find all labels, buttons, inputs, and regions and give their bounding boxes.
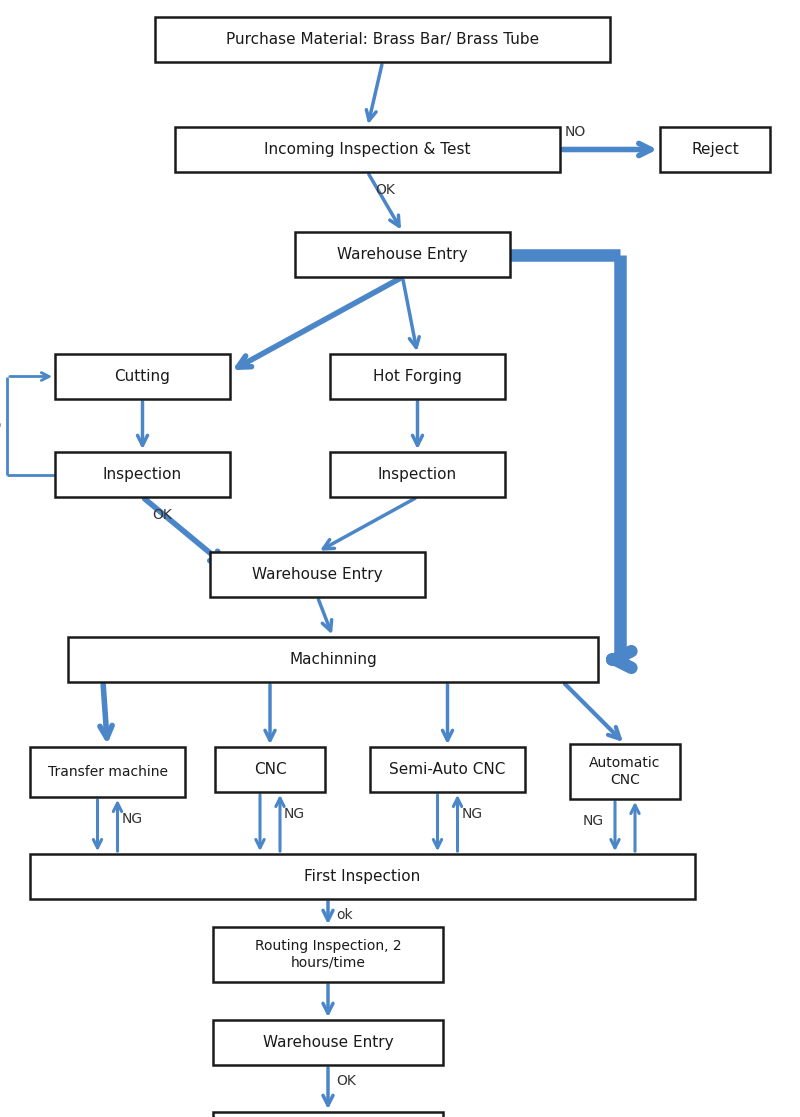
Text: NO: NO: [565, 124, 586, 139]
Text: Purchase Material: Brass Bar/ Brass Tube: Purchase Material: Brass Bar/ Brass Tube: [226, 32, 539, 47]
Text: Reject: Reject: [691, 142, 739, 157]
FancyBboxPatch shape: [155, 17, 610, 63]
Text: ok: ok: [336, 908, 353, 922]
FancyBboxPatch shape: [175, 127, 560, 172]
Text: NO: NO: [0, 419, 2, 432]
FancyBboxPatch shape: [210, 552, 425, 596]
FancyBboxPatch shape: [370, 747, 525, 792]
Text: OK: OK: [375, 183, 395, 197]
Text: First Inspection: First Inspection: [304, 869, 421, 884]
FancyBboxPatch shape: [295, 232, 510, 277]
Text: Warehouse Entry: Warehouse Entry: [337, 247, 468, 262]
FancyBboxPatch shape: [213, 1020, 443, 1065]
Text: NG: NG: [122, 812, 142, 825]
FancyBboxPatch shape: [213, 927, 443, 982]
Text: NG: NG: [462, 806, 482, 821]
Text: CNC: CNC: [254, 762, 286, 777]
Text: NG: NG: [583, 814, 604, 828]
Text: Machinning: Machinning: [289, 652, 377, 667]
Text: OK: OK: [153, 508, 172, 522]
Text: Inspection: Inspection: [103, 467, 182, 483]
Text: Warehouse Entry: Warehouse Entry: [262, 1035, 394, 1050]
Text: Warehouse Entry: Warehouse Entry: [252, 567, 383, 582]
FancyBboxPatch shape: [660, 127, 770, 172]
Text: Hot Forging: Hot Forging: [373, 369, 462, 384]
Text: NG: NG: [284, 806, 305, 821]
Text: OK: OK: [336, 1075, 356, 1088]
Text: Automatic
CNC: Automatic CNC: [590, 756, 661, 786]
Text: Routing Inspection, 2
hours/time: Routing Inspection, 2 hours/time: [254, 939, 402, 970]
Text: Inspection: Inspection: [378, 467, 457, 483]
FancyBboxPatch shape: [215, 747, 325, 792]
FancyBboxPatch shape: [330, 452, 505, 497]
Text: Incoming Inspection & Test: Incoming Inspection & Test: [264, 142, 470, 157]
FancyBboxPatch shape: [30, 855, 695, 899]
FancyBboxPatch shape: [570, 744, 680, 799]
FancyBboxPatch shape: [330, 354, 505, 399]
FancyBboxPatch shape: [68, 637, 598, 682]
Text: Cutting: Cutting: [114, 369, 170, 384]
FancyBboxPatch shape: [213, 1113, 443, 1117]
Text: Transfer machine: Transfer machine: [47, 765, 167, 779]
FancyBboxPatch shape: [55, 354, 230, 399]
Text: Semi-Auto CNC: Semi-Auto CNC: [390, 762, 506, 777]
FancyBboxPatch shape: [30, 747, 185, 798]
FancyBboxPatch shape: [55, 452, 230, 497]
